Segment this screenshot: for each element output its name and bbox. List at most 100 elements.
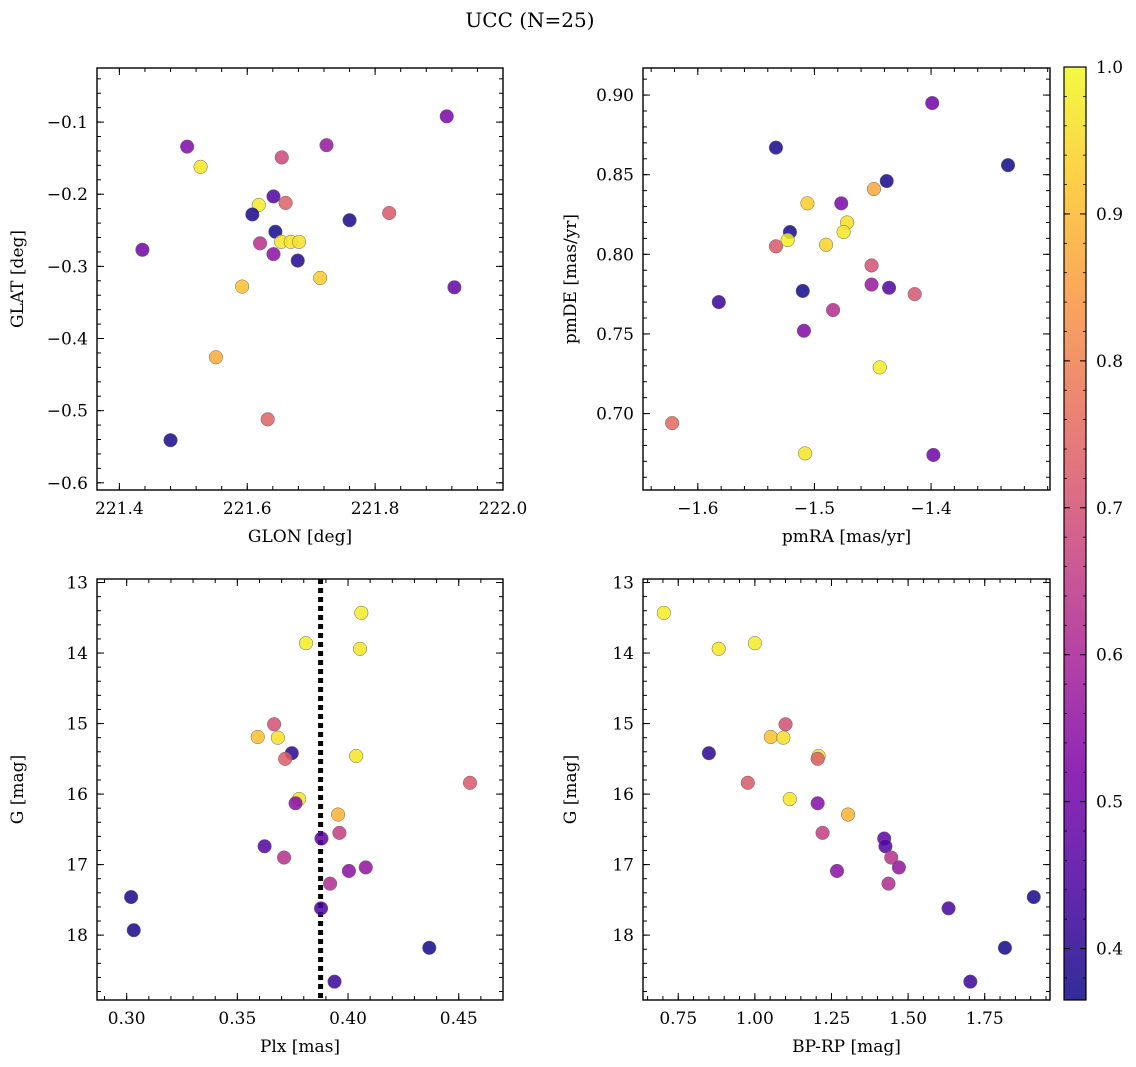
colorbar-tick-label: 0.8 <box>1096 352 1123 372</box>
colorbar-tick-label: 0.9 <box>1096 205 1123 225</box>
x-tick-label: 0.30 <box>108 1009 146 1029</box>
data-point <box>208 350 223 365</box>
data-point <box>341 863 356 878</box>
data-point <box>274 150 289 165</box>
x-tick-label: 1.50 <box>889 1009 927 1029</box>
data-point <box>126 923 141 938</box>
data-point <box>1026 889 1041 905</box>
data-point <box>872 360 887 375</box>
axis-ticks <box>97 68 504 490</box>
x-tick-label: 1.75 <box>966 1009 1004 1029</box>
x-tick-label: 221.8 <box>351 499 400 519</box>
y-tick-label: 15 <box>612 715 634 735</box>
panel-pmra-pmde: −1.6 −1.5 −1.4 0.70 0.75 0.80 0.85 0.90 pmRA [ma… <box>561 67 1051 547</box>
data-point <box>656 605 671 620</box>
points-plx-g <box>124 605 478 989</box>
plot-frame <box>642 67 1051 491</box>
data-point <box>882 280 897 295</box>
data-point <box>925 95 940 111</box>
data-point <box>342 213 357 228</box>
data-point <box>763 729 778 745</box>
y-tick-label: 17 <box>612 856 634 876</box>
data-point <box>768 239 783 254</box>
x-tick-label: −1.5 <box>794 499 835 519</box>
y-tick-label: 0.70 <box>596 405 634 425</box>
x-tick-label: 0.40 <box>329 1009 367 1029</box>
panel-glon-glat: 221.4 221.6 221.8 222.0 −0.1 −0.2 −0.3 −0.4 −0.5… <box>8 67 528 547</box>
data-point <box>829 863 845 878</box>
data-point <box>349 748 364 764</box>
colorbar: 0.4 0.5 0.6 0.7 0.8 0.9 1.0 <box>1063 58 1123 1001</box>
points-pmra-pmde <box>665 95 1016 463</box>
data-point <box>422 940 437 955</box>
y-tick-label: 0.90 <box>596 86 634 106</box>
data-point <box>819 237 834 252</box>
colorbar-frame <box>1063 66 1087 1001</box>
data-point <box>780 232 795 248</box>
data-point <box>711 295 726 310</box>
x-tick-label: 1.25 <box>813 1009 851 1029</box>
data-point <box>800 196 815 211</box>
data-point <box>257 839 272 854</box>
data-point <box>319 138 334 153</box>
data-point <box>782 791 797 807</box>
x-tick-label: 221.4 <box>95 499 144 519</box>
y-tick-label: 14 <box>612 644 634 664</box>
data-point <box>358 860 373 875</box>
x-tick-label: −1.4 <box>910 499 951 519</box>
data-point <box>926 447 941 463</box>
panel-bprp-g: 0.75 1.00 1.25 1.50 1.75 13 14 15 16 17 18 BP-RP [m… <box>561 574 1051 1057</box>
data-point <box>439 109 454 124</box>
data-point <box>879 174 894 189</box>
x-tick-label: 0.45 <box>440 1009 478 1029</box>
points-bprp-g <box>656 605 1041 989</box>
data-point <box>711 641 726 656</box>
data-point <box>235 279 250 294</box>
data-point <box>834 196 849 211</box>
data-point <box>245 207 260 222</box>
data-point <box>941 901 956 916</box>
axis-ticks <box>97 579 504 1000</box>
y-axis-label: GLAT [deg] <box>8 230 28 328</box>
data-point <box>250 729 265 745</box>
colorbar-gradient <box>1064 67 1086 1000</box>
data-point <box>796 323 811 338</box>
data-point <box>331 807 346 822</box>
data-point <box>298 636 314 651</box>
data-point <box>447 280 462 295</box>
y-axis-label: pmDE [mas/yr] <box>561 214 581 344</box>
x-tick-label: 222.0 <box>479 499 528 519</box>
data-point <box>878 839 893 854</box>
axis-ticks <box>643 579 1050 1000</box>
y-tick-label: 13 <box>612 574 634 594</box>
y-tick-label: 18 <box>66 926 88 946</box>
data-point <box>747 636 762 651</box>
data-point <box>864 258 879 273</box>
data-point <box>270 730 285 745</box>
y-tick-label: −0.5 <box>47 402 88 422</box>
data-point <box>288 796 303 811</box>
x-tick-label: 1.00 <box>736 1009 774 1029</box>
data-point <box>963 974 978 989</box>
data-point <box>266 247 281 262</box>
data-point <box>768 140 783 155</box>
y-tick-label: 15 <box>66 715 88 735</box>
data-point <box>701 746 716 761</box>
y-axis-label: G [mag] <box>8 755 28 824</box>
data-point <box>810 796 825 811</box>
data-point <box>354 605 369 620</box>
x-axis-label: pmRA [mas/yr] <box>782 527 911 547</box>
data-point <box>323 876 338 891</box>
data-point <box>810 751 825 766</box>
data-point <box>826 303 841 318</box>
figure-title: UCC (N=25) <box>465 8 594 32</box>
data-point <box>278 751 293 766</box>
y-tick-label: 17 <box>66 856 88 876</box>
colorbar-tick-label: 0.6 <box>1096 646 1123 666</box>
y-tick-label: 0.85 <box>596 166 634 186</box>
y-tick-label: 0.80 <box>596 245 634 265</box>
x-tick-label: 0.35 <box>218 1009 256 1029</box>
y-tick-label: −0.4 <box>47 330 88 350</box>
y-tick-label: −0.2 <box>47 185 88 205</box>
